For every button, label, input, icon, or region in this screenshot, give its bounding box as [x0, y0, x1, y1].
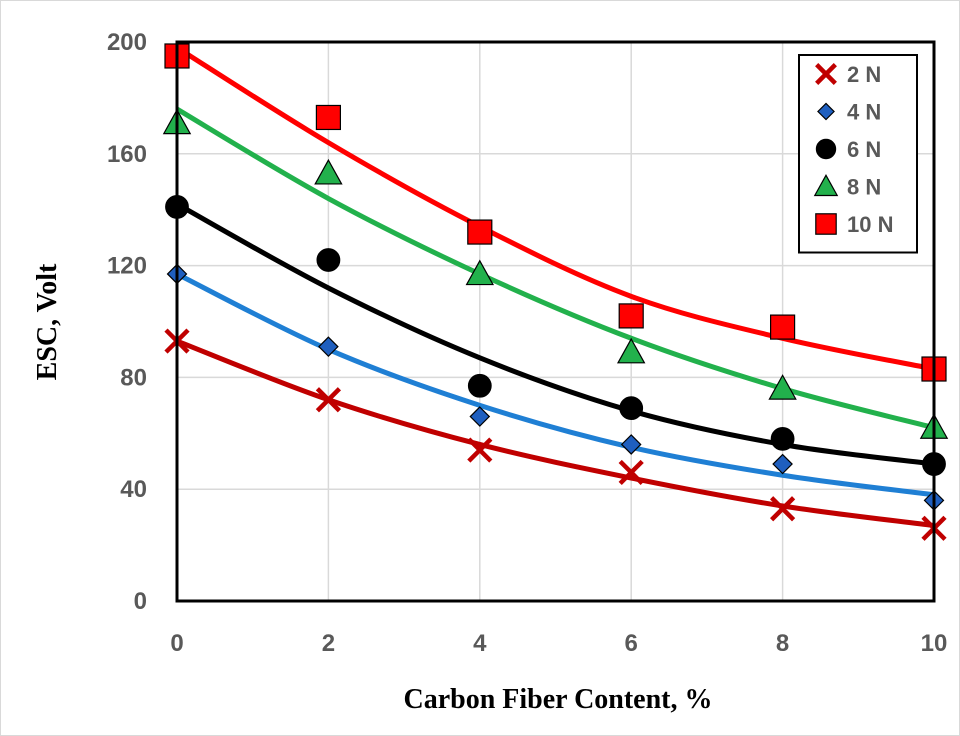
y-axis-title: ESC, Volt — [32, 263, 63, 380]
legend-item: 2 N — [815, 62, 881, 87]
fit-line-2n — [176, 338, 935, 529]
data-point-6n — [467, 373, 492, 398]
x-tick-label: 6 — [625, 630, 638, 657]
y-tick-label: 40 — [120, 476, 147, 503]
legend-marker — [815, 213, 837, 235]
data-point-2n — [315, 387, 341, 413]
x-tick-label: 4 — [473, 630, 487, 657]
legend-label: 6 N — [847, 137, 881, 162]
data-point-10n — [315, 104, 341, 131]
x-tick-labels: 0 2 4 6 8 10 — [170, 630, 947, 657]
data-point-8n — [314, 158, 343, 185]
legend-marker — [813, 174, 839, 197]
x-tick-label: 10 — [921, 630, 948, 657]
x-axis-title: Carbon Fiber Content, % — [403, 684, 712, 715]
legend-marker — [817, 102, 835, 121]
legend-marker — [815, 138, 837, 160]
data-point-2n — [467, 437, 493, 463]
data-point-4n — [469, 406, 491, 427]
legend: 2 N 4 N 6 N 8 N 10 N — [798, 54, 918, 254]
y-tick-label: 200 — [107, 29, 147, 56]
data-point-2n — [618, 459, 644, 486]
y-tick-label: 0 — [134, 588, 147, 615]
data-point-6n — [316, 248, 341, 272]
legend-label: 2 N — [847, 62, 881, 87]
data-point-8n — [465, 259, 495, 286]
y-tick-label: 120 — [107, 253, 147, 280]
legend-label: 4 N — [847, 100, 881, 125]
data-point-6n — [770, 426, 795, 451]
data-point-6n — [619, 396, 644, 421]
legend-label: 8 N — [847, 175, 881, 200]
data-point-4n — [318, 336, 339, 358]
legend-label: 10 N — [847, 212, 893, 237]
legend-item: 10 N — [815, 212, 893, 237]
data-point-10n — [769, 314, 796, 340]
y-tick-labels: 0 40 80 120 160 200 — [107, 29, 147, 615]
data-point-4n — [620, 434, 642, 455]
legend-marker — [815, 63, 837, 85]
data-point-4n — [772, 453, 793, 475]
fit-line-8n — [175, 106, 935, 431]
data-point-10n — [467, 219, 493, 245]
data-point-2n — [770, 496, 796, 522]
plot-area-border — [175, 40, 936, 603]
data-point-10n — [618, 303, 644, 329]
x-tick-label: 2 — [322, 630, 335, 657]
y-tick-label: 80 — [120, 364, 147, 391]
fit-lines — [175, 45, 935, 529]
x-tick-label: 8 — [776, 630, 789, 657]
fit-line-6n — [175, 201, 935, 467]
data-point-8n — [768, 374, 797, 400]
data-point-8n — [616, 337, 646, 364]
legend-item: 4 N — [817, 100, 881, 125]
legend-item: 8 N — [813, 174, 881, 200]
legend-item: 6 N — [815, 137, 881, 162]
x-tick-label: 0 — [170, 630, 183, 657]
fit-line-10n — [175, 45, 935, 372]
y-tick-label: 160 — [107, 141, 147, 168]
fit-line-4n — [175, 271, 935, 498]
